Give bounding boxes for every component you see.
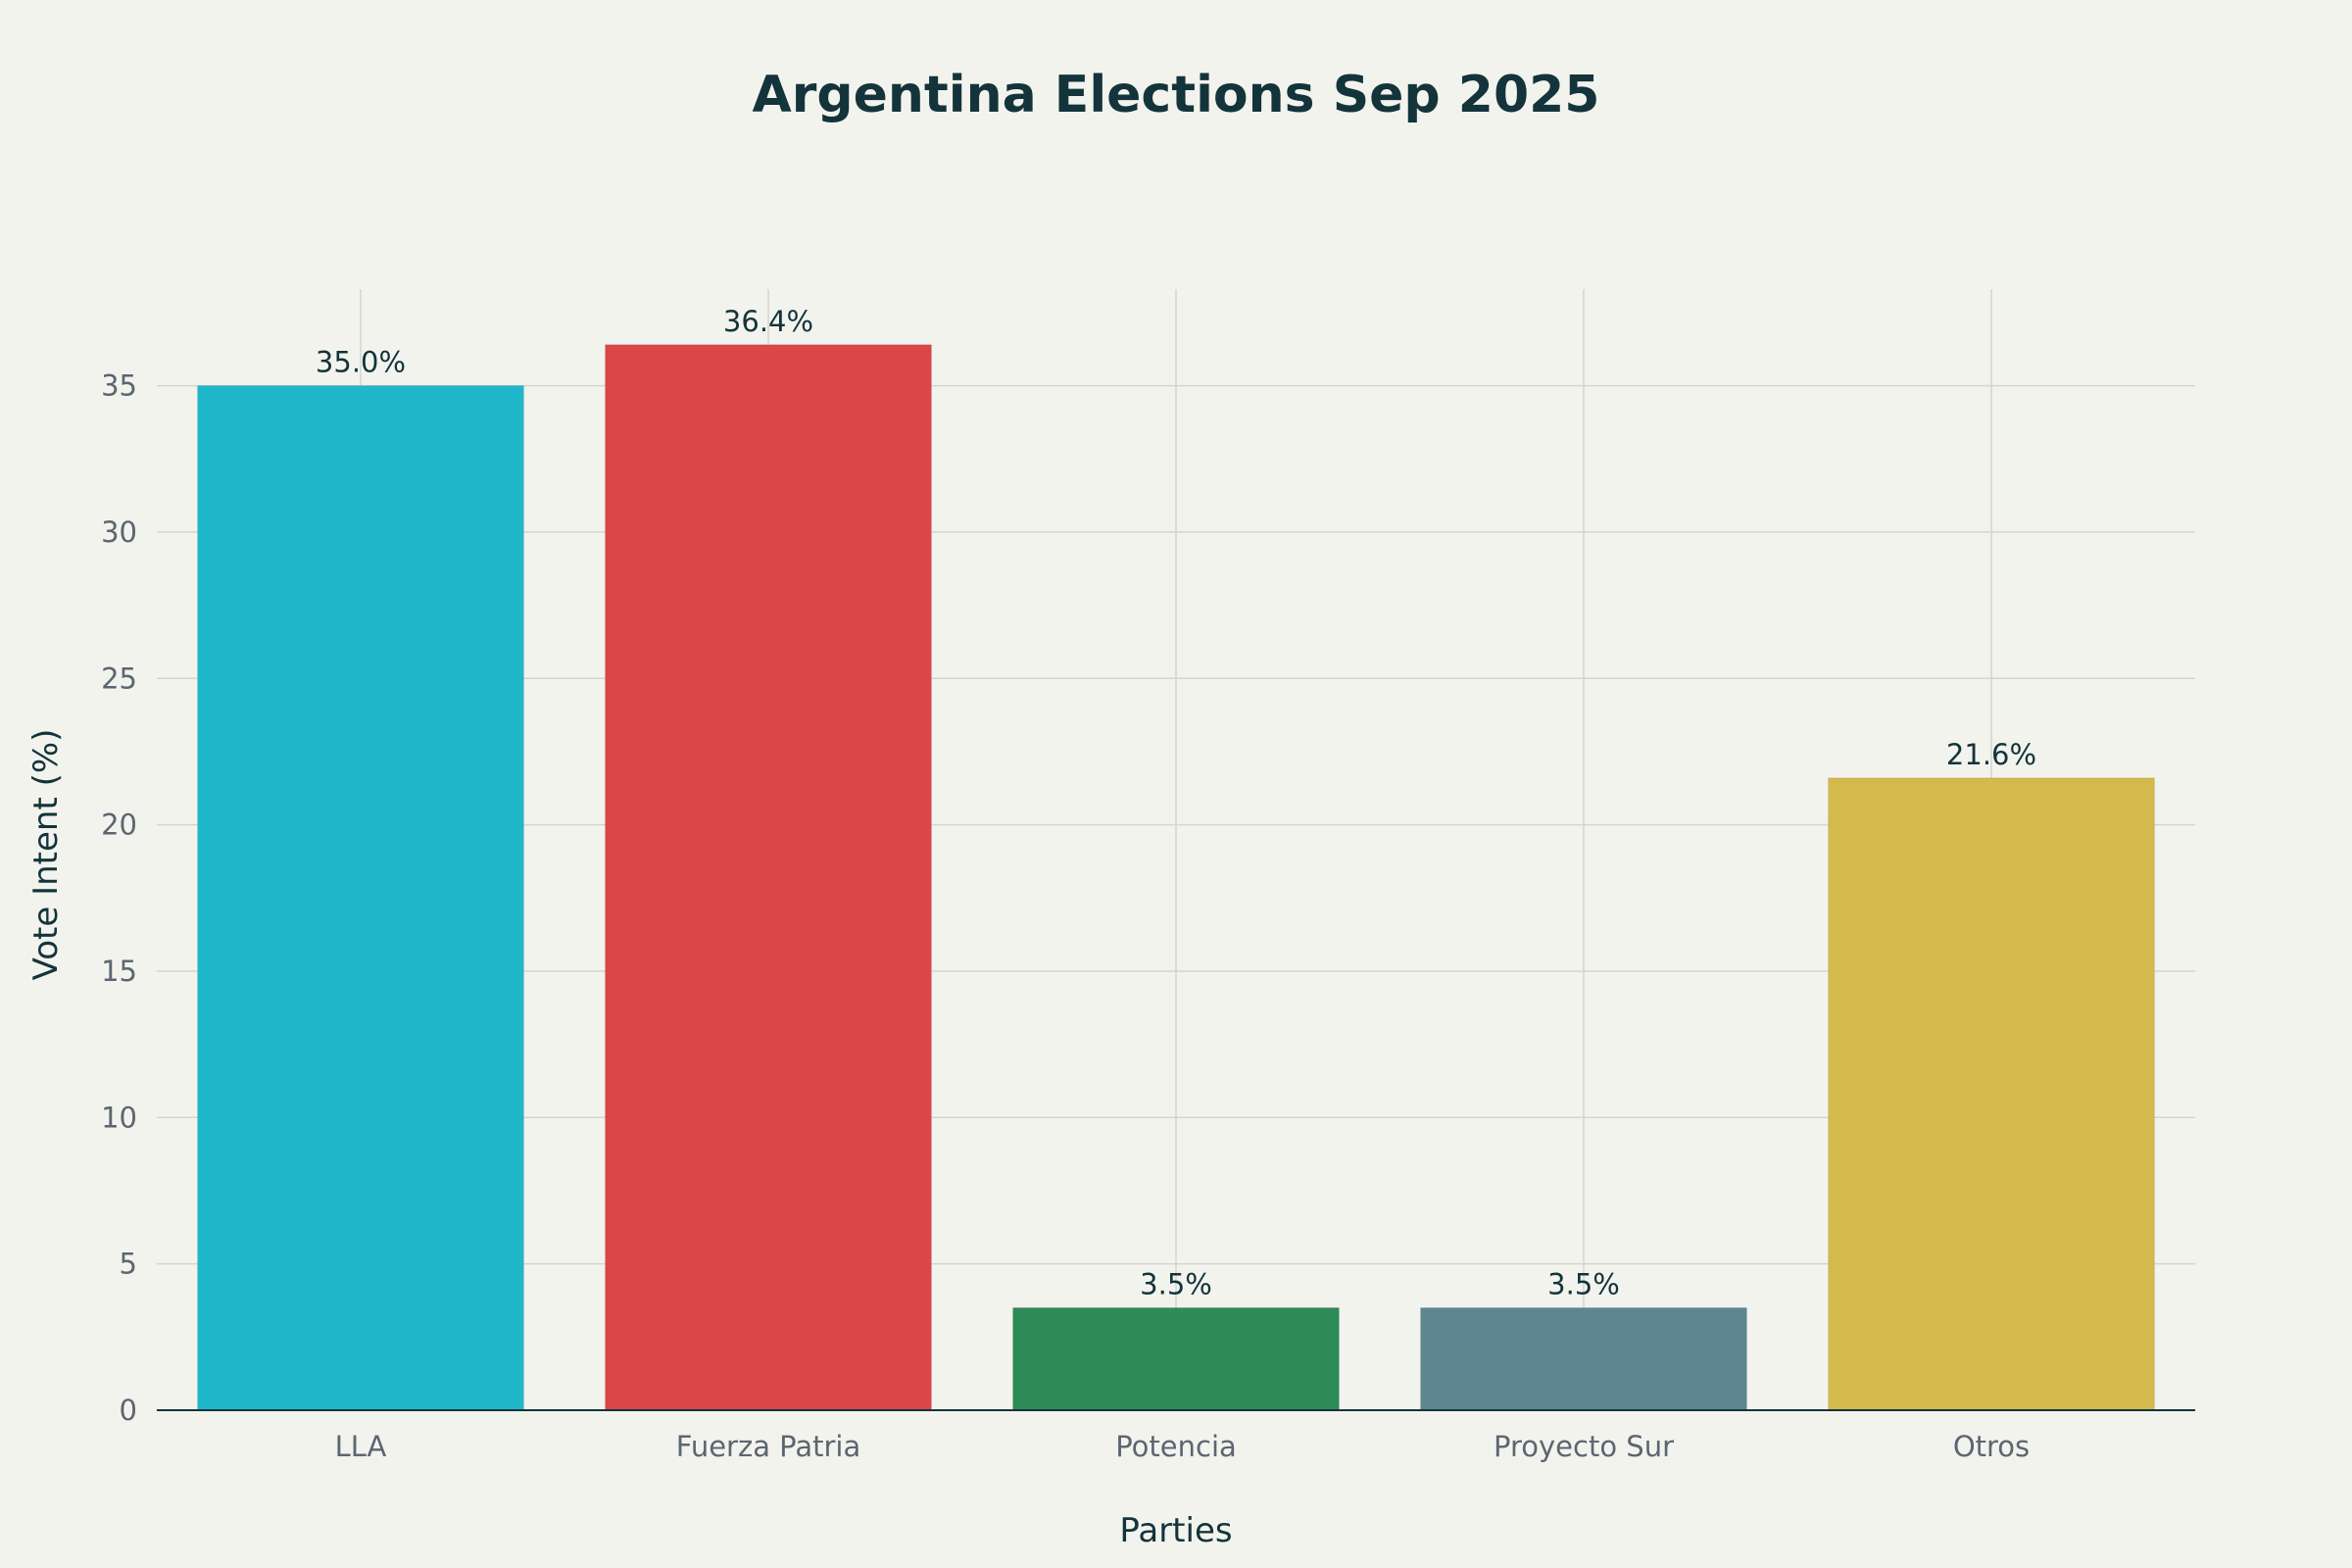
x-tick-label: Potencia [1115,1430,1237,1463]
bar-potencia [1012,1306,1340,1411]
data-label: 21.6% [1946,738,2036,771]
bar-otros [1828,777,2155,1411]
y-tick-label: 5 [120,1248,137,1281]
bar-fuerza-patria [605,344,932,1411]
x-tick-label: Fuerza Patria [676,1430,861,1463]
x-axis-title: Parties [1119,1511,1232,1550]
y-tick-label: 25 [101,662,137,695]
data-label: 36.4% [723,305,813,338]
y-tick-label: 10 [101,1101,137,1134]
y-axis-title: Vote Intent (%) [26,729,66,981]
y-tick-label: 0 [120,1394,137,1427]
data-label: 35.0% [316,346,406,379]
y-tick-label: 30 [101,515,137,549]
y-tick-label: 20 [101,808,137,842]
data-label: 3.5% [1547,1267,1620,1300]
x-tick-label: LLA [335,1430,387,1463]
bar-lla [197,385,524,1411]
bar-series [197,344,2155,1411]
x-tick-label: Proyecto Sur [1494,1430,1674,1463]
axes: 0 5 10 15 20 25 30 35 LLA Fuerza Patria Potencia Pr… [101,369,2195,1463]
chart-title: Argentina Elections Sep 2025 [753,66,1600,124]
data-labels: 35.0% 36.4% 3.5% 3.5% 21.6% [316,305,2036,1301]
bar-proyecto-sur [1420,1306,1747,1411]
data-label: 3.5% [1140,1267,1212,1300]
y-tick-label: 15 [101,955,137,988]
x-tick-label: Otros [1953,1430,2030,1463]
y-tick-label: 35 [101,369,137,403]
